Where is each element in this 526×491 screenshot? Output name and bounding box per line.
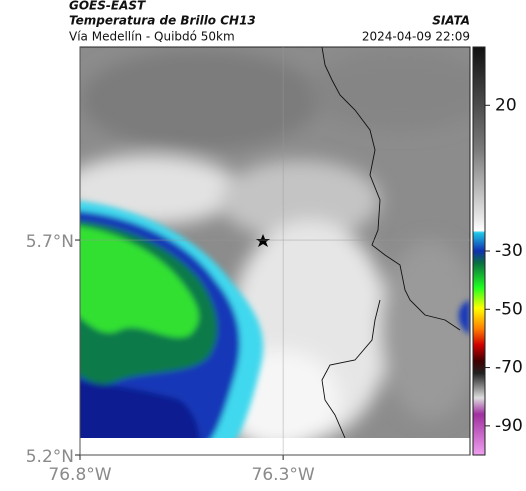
y-tick-label: 5.7°N [26, 232, 74, 252]
colorbar-tick-label: -50 [495, 299, 523, 319]
colorbar-tick-label: -90 [495, 416, 523, 436]
title: GOES-EAST [69, 0, 146, 13]
x-tick-label: 76.3°W [252, 465, 315, 485]
colorbar-tick-label: -70 [495, 358, 523, 378]
colorbar [472, 46, 486, 456]
y-tick-label: 5.2°N [26, 447, 74, 467]
subtitle: Temperatura de Brillo CH13 [69, 14, 256, 28]
location-marker [256, 234, 270, 247]
region: Vía Medellín - Quibdó 50km [69, 30, 235, 44]
borders [321, 47, 461, 438]
timestamp: 2024-04-09 22:09 [362, 30, 470, 44]
x-tick-label: 76.8°W [48, 465, 111, 485]
colorbar-tick-label: 20 [495, 95, 517, 115]
satellite-image [80, 47, 470, 438]
axes: 76.8°W 76.3°W 5.2°N 5.7°N 20 -30 -50 -70 -90 [26, 47, 523, 485]
colorbar-tick-label: -30 [495, 241, 523, 261]
source: SIATA [432, 14, 470, 28]
